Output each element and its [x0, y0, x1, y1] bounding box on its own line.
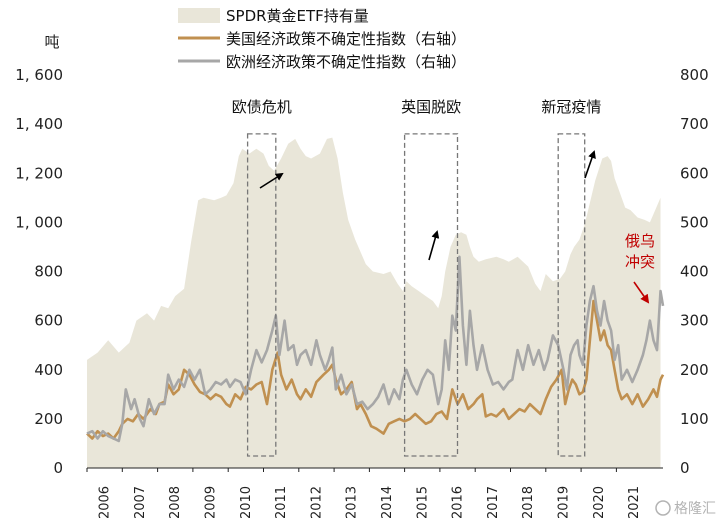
- watermark-text: 格隆汇: [674, 501, 716, 517]
- arrow-covid: [584, 150, 596, 179]
- left-tick-label: 1, 200: [15, 164, 63, 182]
- arrow-euro-debt: [259, 172, 284, 189]
- right-tick-label: 800: [680, 66, 709, 84]
- x-tick-label: 2020: [592, 486, 607, 519]
- x-tick-label: 2013: [345, 486, 360, 519]
- left-tick-label: 400: [34, 361, 63, 379]
- x-tick-label: 2011: [274, 486, 289, 519]
- legend-label-europe: 欧洲经济政策不确定性指数（右轴）: [226, 53, 466, 71]
- x-tick-label: 2019: [557, 486, 572, 519]
- annotation-label-euro-debt: 欧债危机: [232, 98, 292, 116]
- x-tick-label: 2016: [451, 486, 466, 519]
- x-tick-label: 2008: [168, 486, 183, 519]
- right-tick-label: 400: [680, 263, 709, 281]
- x-tick-label: 2010: [239, 486, 254, 519]
- watermark-logo-icon: [655, 500, 671, 516]
- spdr-gold-etf-area: [87, 137, 661, 468]
- europe-epu-line: [86, 255, 665, 443]
- left-tick-label: 800: [34, 263, 63, 281]
- arrow-brexit: [428, 230, 440, 261]
- right-tick-label: 500: [680, 213, 709, 231]
- annotation-box-covid: [557, 133, 586, 457]
- legend-label-spdr: SPDR黄金ETF持有量: [226, 7, 369, 25]
- legend: SPDR黄金ETF持有量 美国经济政策不确定性指数（右轴） 欧洲经济政策不确定性…: [178, 7, 466, 71]
- right-tick-label: 700: [680, 115, 709, 133]
- legend-swatch-spdr: [178, 8, 220, 23]
- x-tick-label: 2006: [98, 486, 113, 519]
- x-tick-label: 2018: [521, 486, 536, 519]
- arrow-russia-ukraine: [633, 281, 650, 304]
- x-axis-ticks: 2006 2007 2008 2009 2010 2011 2012 2013 2014 2015…: [86, 468, 642, 519]
- right-tick-label: 200: [680, 361, 709, 379]
- right-tick-label: 100: [680, 410, 709, 428]
- left-tick-label: 0: [53, 459, 63, 477]
- left-tick-label: 600: [34, 312, 63, 330]
- note-russia-ukraine-line2: 冲突: [625, 253, 655, 271]
- left-tick-label: 1, 600: [15, 66, 63, 84]
- left-axis-ticks: 0 200 400 600 800 1, 000 1, 200 1, 400 1, 600: [15, 66, 63, 477]
- right-tick-label: 0: [680, 459, 690, 477]
- x-tick-label: 2015: [415, 486, 430, 519]
- annotation-label-covid: 新冠疫情: [541, 98, 601, 116]
- annotation-box-brexit: [403, 133, 459, 457]
- x-tick-label: 2017: [486, 486, 501, 519]
- left-tick-label: 200: [34, 410, 63, 428]
- watermark: 格隆汇: [655, 500, 716, 517]
- x-tick-label: 2014: [380, 486, 395, 519]
- legend-label-us: 美国经济政策不确定性指数（右轴）: [226, 30, 466, 48]
- right-tick-label: 300: [680, 312, 709, 330]
- left-axis-unit: 吨: [44, 33, 59, 51]
- x-tick-label: 2012: [309, 486, 324, 519]
- annotation-box-euro-debt: [246, 133, 277, 457]
- annotation-label-brexit: 英国脱欧: [401, 98, 461, 116]
- left-tick-label: 1, 400: [15, 115, 63, 133]
- right-tick-label: 600: [680, 164, 709, 182]
- left-tick-label: 1, 000: [15, 213, 63, 231]
- right-axis-ticks: 0 100 200 300 400 500 600 700 800: [680, 66, 709, 477]
- x-tick-label: 2009: [204, 486, 219, 519]
- note-russia-ukraine-line1: 俄乌: [625, 232, 655, 250]
- x-tick-label: 2021: [627, 486, 642, 519]
- x-tick-label: 2007: [133, 486, 148, 519]
